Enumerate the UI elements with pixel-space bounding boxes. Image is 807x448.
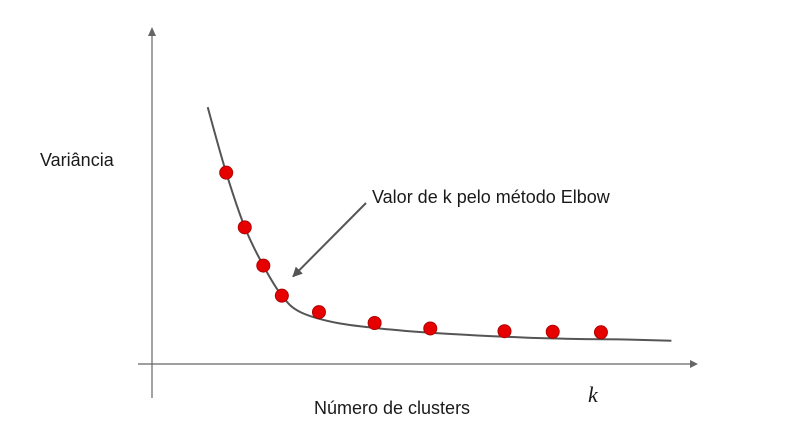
elbow-arrow — [292, 202, 367, 278]
data-point-10 — [593, 325, 608, 340]
data-point-5 — [311, 305, 326, 320]
x-axis-label: Número de clusters — [314, 398, 470, 418]
data-point-4 — [274, 288, 289, 303]
data-point-1 — [219, 165, 234, 180]
y-axis-label: Variância — [40, 150, 115, 170]
data-markers — [219, 165, 608, 340]
data-point-7 — [423, 321, 438, 336]
data-point-9 — [545, 324, 560, 339]
annotation-label: Valor de k pelo método Elbow — [372, 187, 611, 207]
x-axis-arrow-icon — [690, 360, 698, 368]
data-point-8 — [497, 324, 512, 339]
variance-curve — [206, 106, 672, 342]
data-point-3 — [256, 258, 271, 273]
y-axis-arrow-icon — [148, 27, 156, 36]
x-axis-symbol: k — [588, 382, 599, 407]
data-point-6 — [367, 316, 382, 330]
data-point-2 — [237, 220, 252, 235]
